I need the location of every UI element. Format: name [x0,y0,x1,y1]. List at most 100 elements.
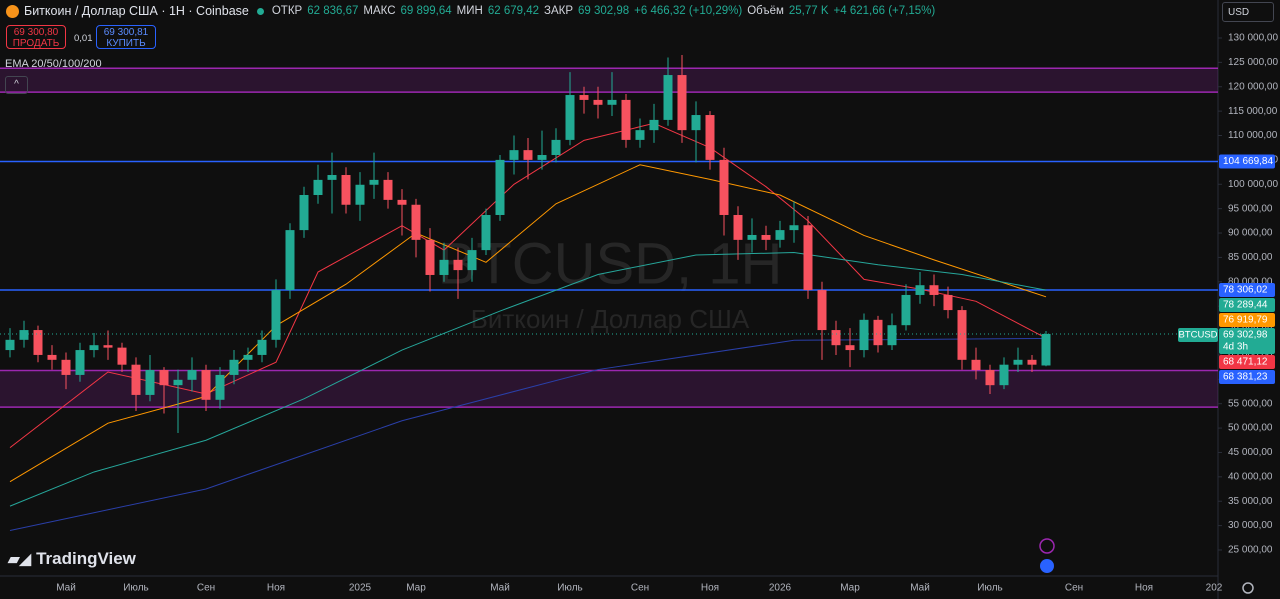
volume-change: +4 621,66 (+7,15%) [833,5,936,17]
candle-body [481,214,491,251]
candle-body [173,379,183,386]
watermark-symbol: BTCUSD, 1H [438,231,783,296]
candle-body [593,99,603,105]
x-tick-label: Июль [123,583,149,594]
ohlc-value: 62 836,67 [307,5,359,17]
candle-body [243,354,253,360]
symbol: Биткоин / Доллар США · 1Н · Coinbase [24,4,249,18]
candle-body [733,214,743,240]
y-tick-label: 95 000,00 [1228,203,1273,214]
currency-select[interactable]: USD [1222,2,1274,22]
price-label: 68 471,12 [1223,357,1268,368]
candle-body [523,150,533,160]
candle-body [691,115,701,131]
ema-line [9,337,1047,531]
candle-body [971,359,981,371]
x-tick-label: Сен [631,583,649,594]
candle-body [565,95,575,140]
x-tick-label: 2026 [769,583,792,594]
candle-body [5,339,15,351]
candle-body [75,350,85,375]
zone [0,68,1218,93]
candle-body [621,99,631,140]
price-label: 78 306,02 [1223,285,1268,296]
candle-body [89,345,99,351]
candle-body [635,130,645,140]
brand-logo: ▰◢ [8,551,32,568]
coin-icon [6,4,19,18]
sell-button[interactable]: 69 300,80 ПРОДАТЬ [6,25,66,49]
ema-line [9,122,1047,448]
y-tick-label: 25 000,00 [1228,545,1273,556]
candle-body [187,370,197,380]
price-label: 69 302,98 [1223,330,1268,341]
settings-icon[interactable] [1242,582,1254,594]
symbol-tag: BTCUSD [1178,330,1217,341]
candle-body [299,194,309,231]
ema-line [9,252,1047,507]
candle-body [551,139,561,156]
y-tick-label: 130 000,00 [1228,33,1278,44]
candle-body [887,325,897,346]
alert-icon[interactable] [1039,538,1055,554]
candle-body [33,330,43,355]
event-icon[interactable] [1040,559,1054,573]
ohlc-label: МАКС [363,5,396,17]
candle-body [495,159,505,215]
ohlc-label: ОТКР [271,5,303,17]
x-tick-label: Май [490,583,510,594]
buy-label: КУПИТЬ [106,38,146,49]
brand-name: TradingView [36,549,136,568]
candle-body [103,345,113,348]
x-tick-label: Июль [557,583,583,594]
candle-body [873,319,883,346]
watermark-description: Биткоин / Доллар США [471,304,750,334]
countdown: 4d 3h [1223,342,1248,353]
candle-body [1013,359,1023,365]
price-label: 76 919,79 [1223,315,1268,326]
candle-body [929,285,939,295]
indicator-legend[interactable]: EMA 20/50/100/200 [5,58,102,70]
candle-body [341,175,351,205]
candle-body [1027,359,1037,365]
candle-body [761,234,771,240]
ohlc-label: МИН [456,5,483,17]
x-tick-label: Мар [406,583,426,594]
candle-body [313,179,323,195]
candle-body [537,155,547,160]
sell-label: ПРОДАТЬ [12,38,60,49]
candle-body [453,259,463,271]
candle-body [985,370,995,386]
collapse-button[interactable]: ^ [5,76,28,94]
candle-body [817,290,827,331]
buy-price: 69 300,81 [103,27,149,38]
price-label-bg [1219,298,1275,313]
price-label-bg [1219,328,1275,355]
candle-body [467,250,477,271]
y-tick-label: 35 000,00 [1228,496,1273,507]
price-label: 68 381,23 [1223,372,1268,383]
status-dot [256,7,264,15]
candle-body [999,364,1009,386]
candle-body [439,259,449,275]
price-label: 104 669,84 [1223,156,1273,167]
spread: 0,01 [74,33,93,44]
candle-body [215,374,225,400]
x-tick-label: 2025 [349,583,372,594]
candle-body [19,330,29,340]
price-label-bg [1219,313,1275,328]
candle-body [943,294,953,311]
ohlc-value: 69 899,64 [400,5,452,17]
candle-body [201,370,211,400]
sell-price: 69 300,80 [13,27,59,38]
x-tick-label: Сен [197,583,215,594]
candle-body [915,285,925,295]
x-tick-label: Мар [840,583,860,594]
buy-button[interactable]: 69 300,81 КУПИТЬ [96,25,156,49]
price-label-bg [1219,154,1275,169]
candle-body [425,239,435,275]
candle-body [775,230,785,240]
y-tick-label: 120 000,00 [1228,81,1278,92]
candle-body [663,75,673,120]
